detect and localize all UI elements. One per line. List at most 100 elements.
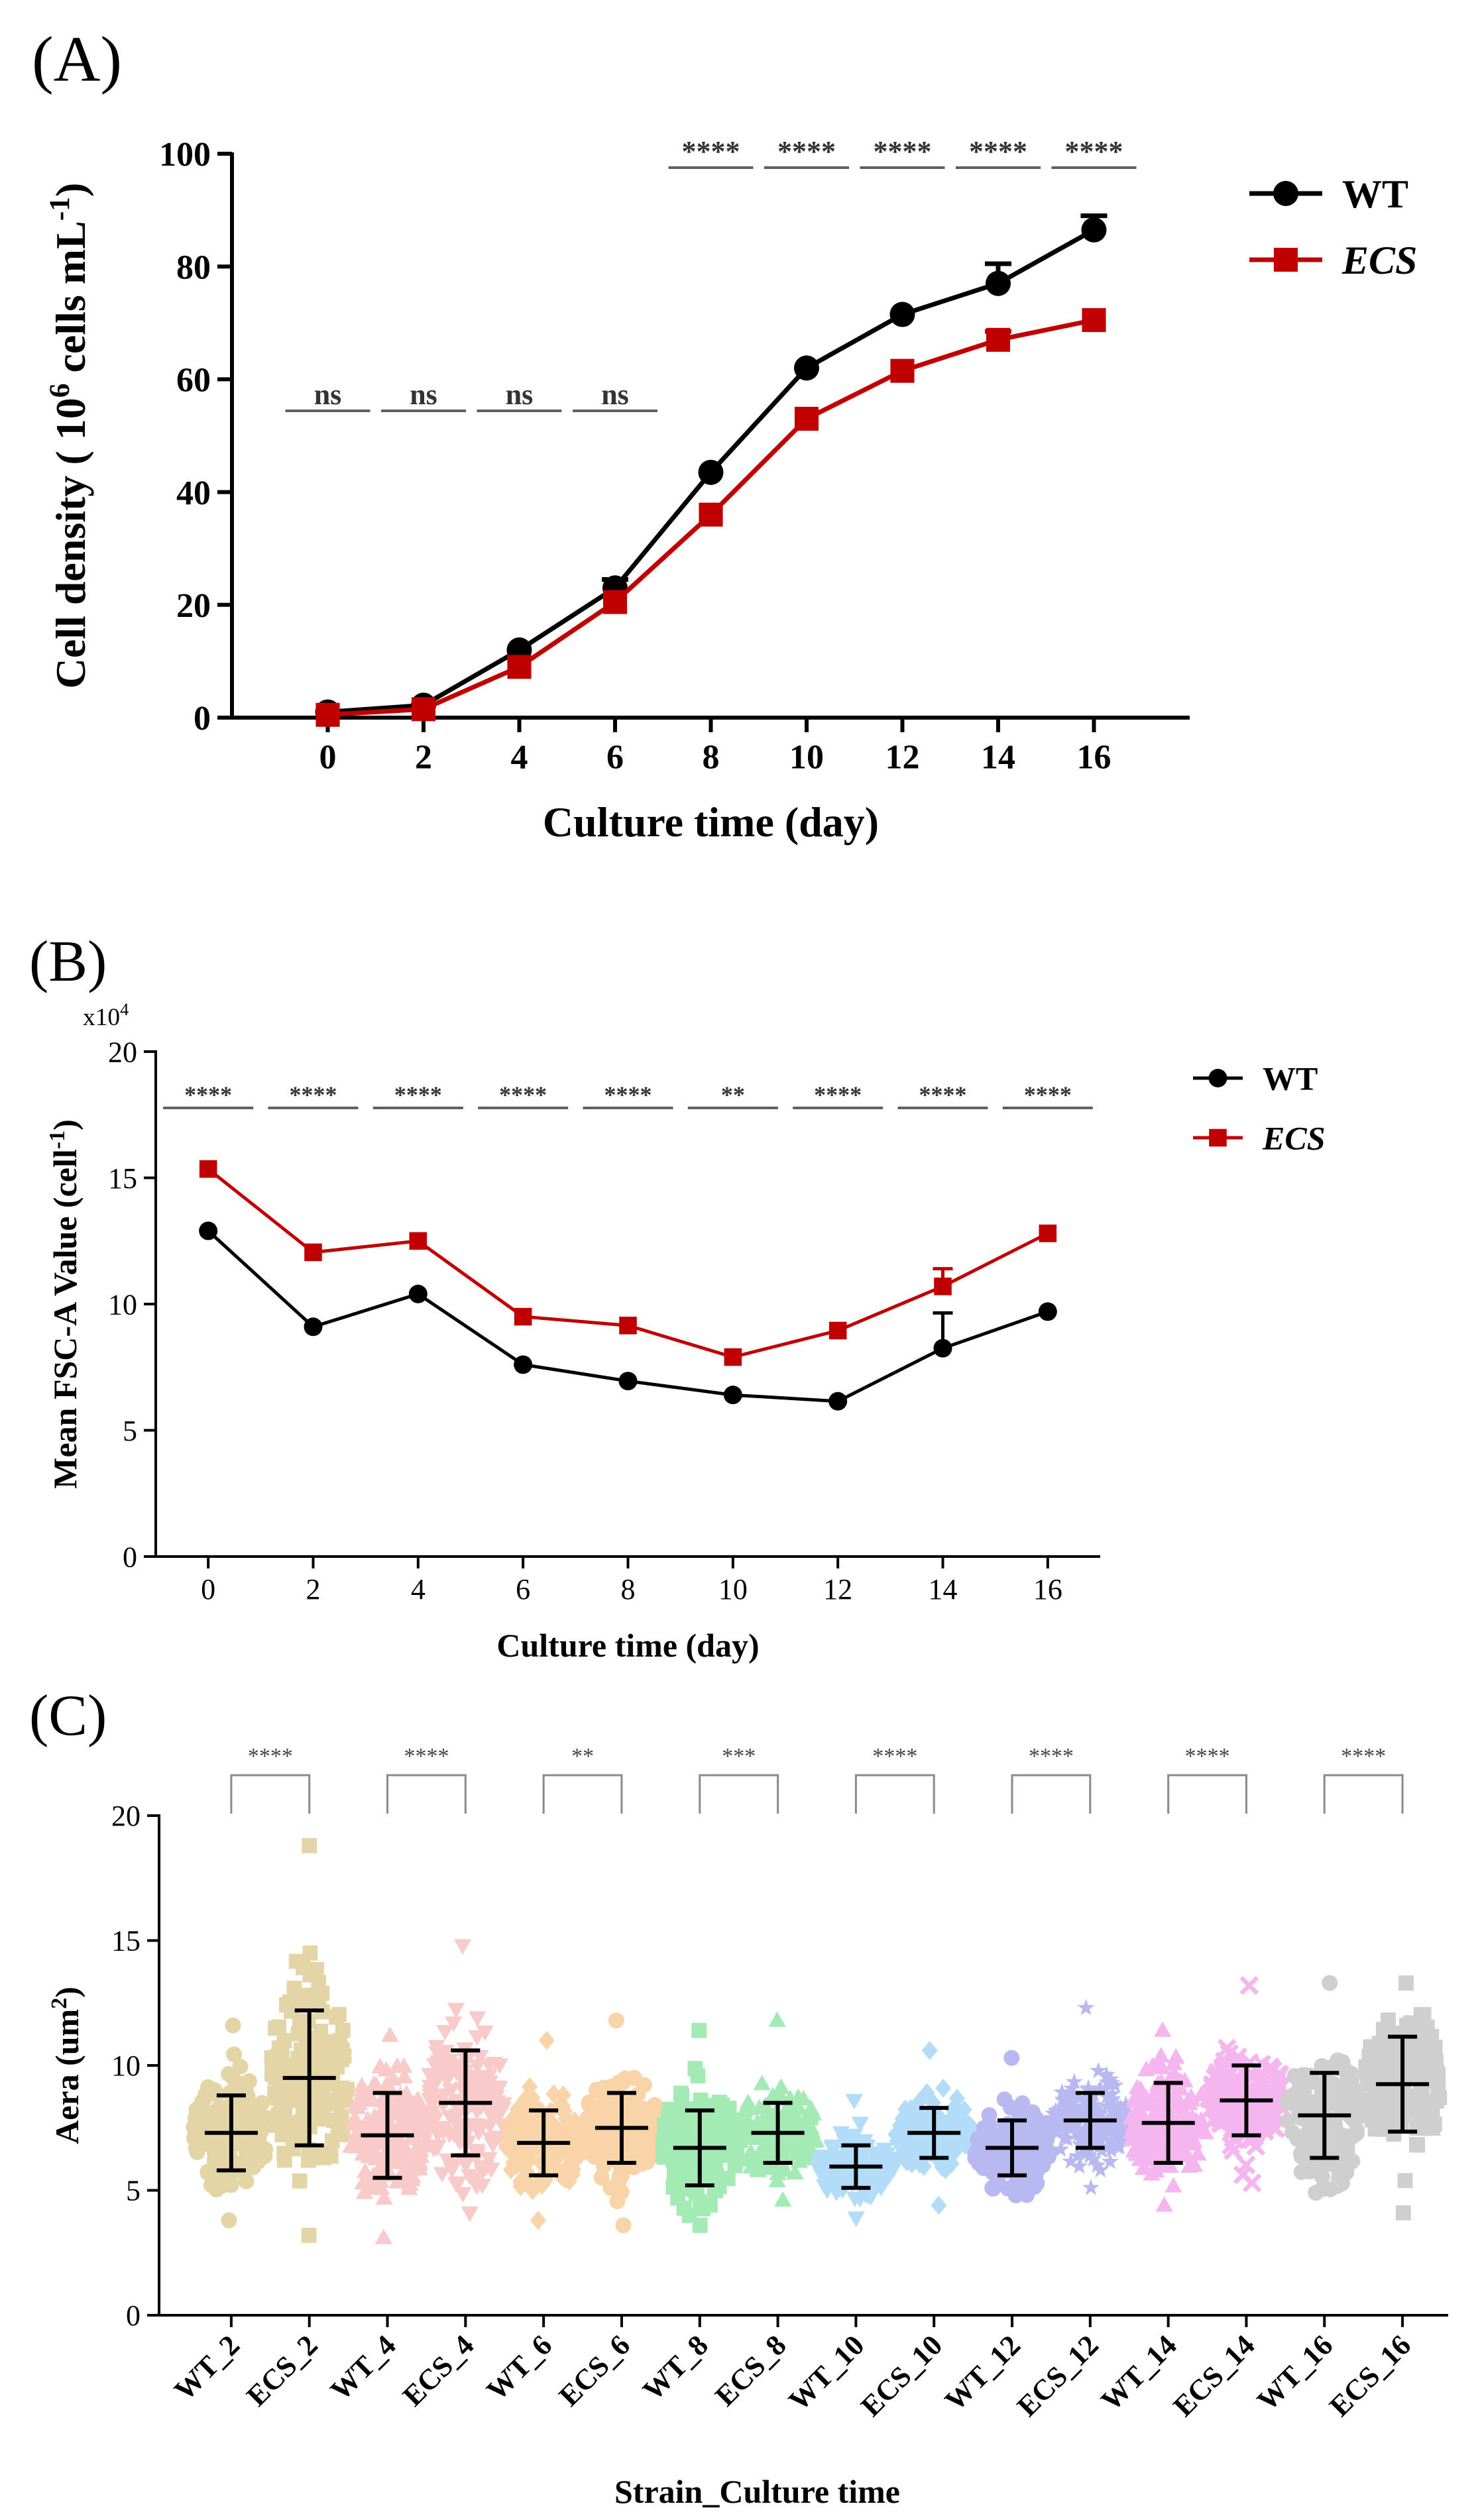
data-point-wt_16 xyxy=(1345,2093,1362,2109)
data-point-ecs_4 xyxy=(465,2073,483,2089)
x-tick-label: WT_2 xyxy=(168,2328,246,2407)
legend-label: WT xyxy=(1342,172,1408,216)
data-point-wt_4 xyxy=(365,2075,383,2091)
significance-label: **** xyxy=(1029,1744,1074,1769)
significance-bracket xyxy=(1011,1774,1092,1814)
data-point-wt_4 xyxy=(359,2115,376,2132)
y-tick-label: 80 xyxy=(176,248,211,286)
data-point-ecs_12 xyxy=(1073,2101,1091,2118)
data-point-ecs_8 xyxy=(742,2150,760,2167)
data-point-ecs_4 xyxy=(433,2167,451,2183)
data-point-wt xyxy=(698,459,724,485)
data-point-ecs_10 xyxy=(963,2117,980,2137)
data-point-wt xyxy=(1038,1302,1057,1321)
data-point-wt_4 xyxy=(408,2137,427,2153)
data-point-wt_8 xyxy=(672,2103,688,2118)
x-tick-label: 16 xyxy=(1077,739,1111,777)
data-point-ecs_16 xyxy=(1408,2136,1424,2152)
data-point-ecs_8 xyxy=(742,2143,760,2159)
data-point-ecs_6 xyxy=(615,2217,632,2234)
panel-b-chart: 0 5 10 15 20 0 2 4 6 8 10 12 14 16 Culture time (day) M… xyxy=(45,999,1326,1664)
data-point-wt_6 xyxy=(557,2169,573,2189)
x-axis-title: Culture time (day) xyxy=(496,1627,759,1664)
data-point-wt_16 xyxy=(1322,1975,1338,1991)
data-point-ecs_2 xyxy=(301,2227,317,2243)
dot-cloud-ecs_2 xyxy=(264,1837,355,2243)
data-point-ecs_2 xyxy=(276,2033,292,2048)
data-point-wt_8 xyxy=(657,2117,672,2133)
data-point-ecs_4 xyxy=(445,2016,463,2032)
y-tick-label: 60 xyxy=(176,362,211,400)
data-point-wt_2 xyxy=(209,2112,226,2129)
label-part: Cell density ( 10 xyxy=(47,398,94,688)
data-point-ecs xyxy=(304,1243,322,1262)
data-point-ecs xyxy=(507,655,532,679)
data-point-ecs xyxy=(411,697,436,722)
y-tick-label: 5 xyxy=(123,1415,137,1447)
significance-bracket xyxy=(854,1774,935,1814)
data-point-ecs_12 xyxy=(1059,2093,1077,2110)
data-point-wt_16 xyxy=(1306,2129,1323,2146)
y-tick-label: 10 xyxy=(108,1288,137,1321)
data-point-ecs_12 xyxy=(1046,2121,1064,2138)
data-point-ecs_2 xyxy=(276,2121,291,2136)
data-point-wt_12 xyxy=(1003,2050,1020,2066)
data-point-wt_12 xyxy=(975,2160,992,2176)
data-point-ecs_10 xyxy=(936,2114,952,2134)
data-point-wt_4 xyxy=(354,2173,372,2190)
data-point-wt xyxy=(1081,217,1107,243)
data-point-wt_14 xyxy=(1165,2177,1182,2193)
data-point-ecs_12 xyxy=(1115,2131,1133,2148)
y-axis-title: Cell density ( 106 cells mL-1) xyxy=(44,183,94,689)
data-point-ecs_4 xyxy=(473,2119,492,2135)
data-point-ecs_10 xyxy=(937,2160,954,2179)
data-point-wt_10 xyxy=(845,2094,863,2110)
data-point-wt_6 xyxy=(563,2152,579,2171)
data-point-wt_2 xyxy=(225,2017,241,2034)
data-point-ecs_4 xyxy=(448,2109,467,2125)
data-point-ecs_14 xyxy=(1239,1976,1259,1995)
data-point-ecs_10 xyxy=(903,2154,920,2173)
data-point-wt xyxy=(514,1355,533,1374)
data-point-ecs_6 xyxy=(587,2130,603,2147)
significance-label: **** xyxy=(1185,1744,1230,1769)
data-point-ecs_12 xyxy=(1070,2089,1088,2106)
label-part: ) xyxy=(46,1119,84,1130)
data-point-ecs_4 xyxy=(471,2050,489,2066)
data-point-wt_2 xyxy=(221,2212,237,2228)
legend-marker xyxy=(1273,181,1298,206)
data-point-ecs_4 xyxy=(479,2105,498,2120)
data-point-ecs_12 xyxy=(1055,2129,1073,2146)
data-point-wt_2 xyxy=(188,2140,204,2156)
data-point-ecs_8 xyxy=(776,2146,794,2162)
data-point-ecs_12 xyxy=(1092,2105,1110,2121)
data-point-wt_16 xyxy=(1330,2177,1346,2194)
data-point-ecs_8 xyxy=(773,2191,792,2207)
data-point-wt_14 xyxy=(1155,2196,1173,2212)
data-point-ecs_10 xyxy=(956,2100,972,2120)
significance-label: **** xyxy=(682,135,740,168)
data-point-ecs_8 xyxy=(755,2141,773,2158)
data-point-wt_2 xyxy=(244,2110,260,2126)
significance-label: *** xyxy=(722,1744,756,1769)
data-point-ecs xyxy=(315,702,340,727)
data-point-ecs_16 xyxy=(1397,2173,1413,2189)
data-point-ecs_8 xyxy=(769,2164,787,2181)
data-point-ecs_4 xyxy=(476,2025,494,2042)
data-point-wt_4 xyxy=(400,2179,418,2195)
data-point-wt_14 xyxy=(1132,2089,1150,2105)
data-point-ecs_8 xyxy=(768,2171,786,2187)
data-point-wt_2 xyxy=(206,2177,223,2194)
x-tick-label: ECS_16 xyxy=(1323,2328,1417,2423)
data-point-ecs xyxy=(699,502,723,527)
data-point-ecs_2 xyxy=(292,2012,308,2028)
data-point-wt_8 xyxy=(712,2102,728,2118)
data-point-ecs_4 xyxy=(441,2054,459,2070)
significance-label: **** xyxy=(404,1744,449,1769)
data-point-wt_6 xyxy=(512,2171,529,2191)
data-point-ecs_4 xyxy=(449,2176,467,2192)
data-point-ecs_8 xyxy=(753,2074,771,2091)
data-point-ecs_12 xyxy=(1074,2125,1092,2142)
data-point-ecs_8 xyxy=(736,2119,754,2136)
data-point-ecs_12 xyxy=(1104,2089,1121,2107)
